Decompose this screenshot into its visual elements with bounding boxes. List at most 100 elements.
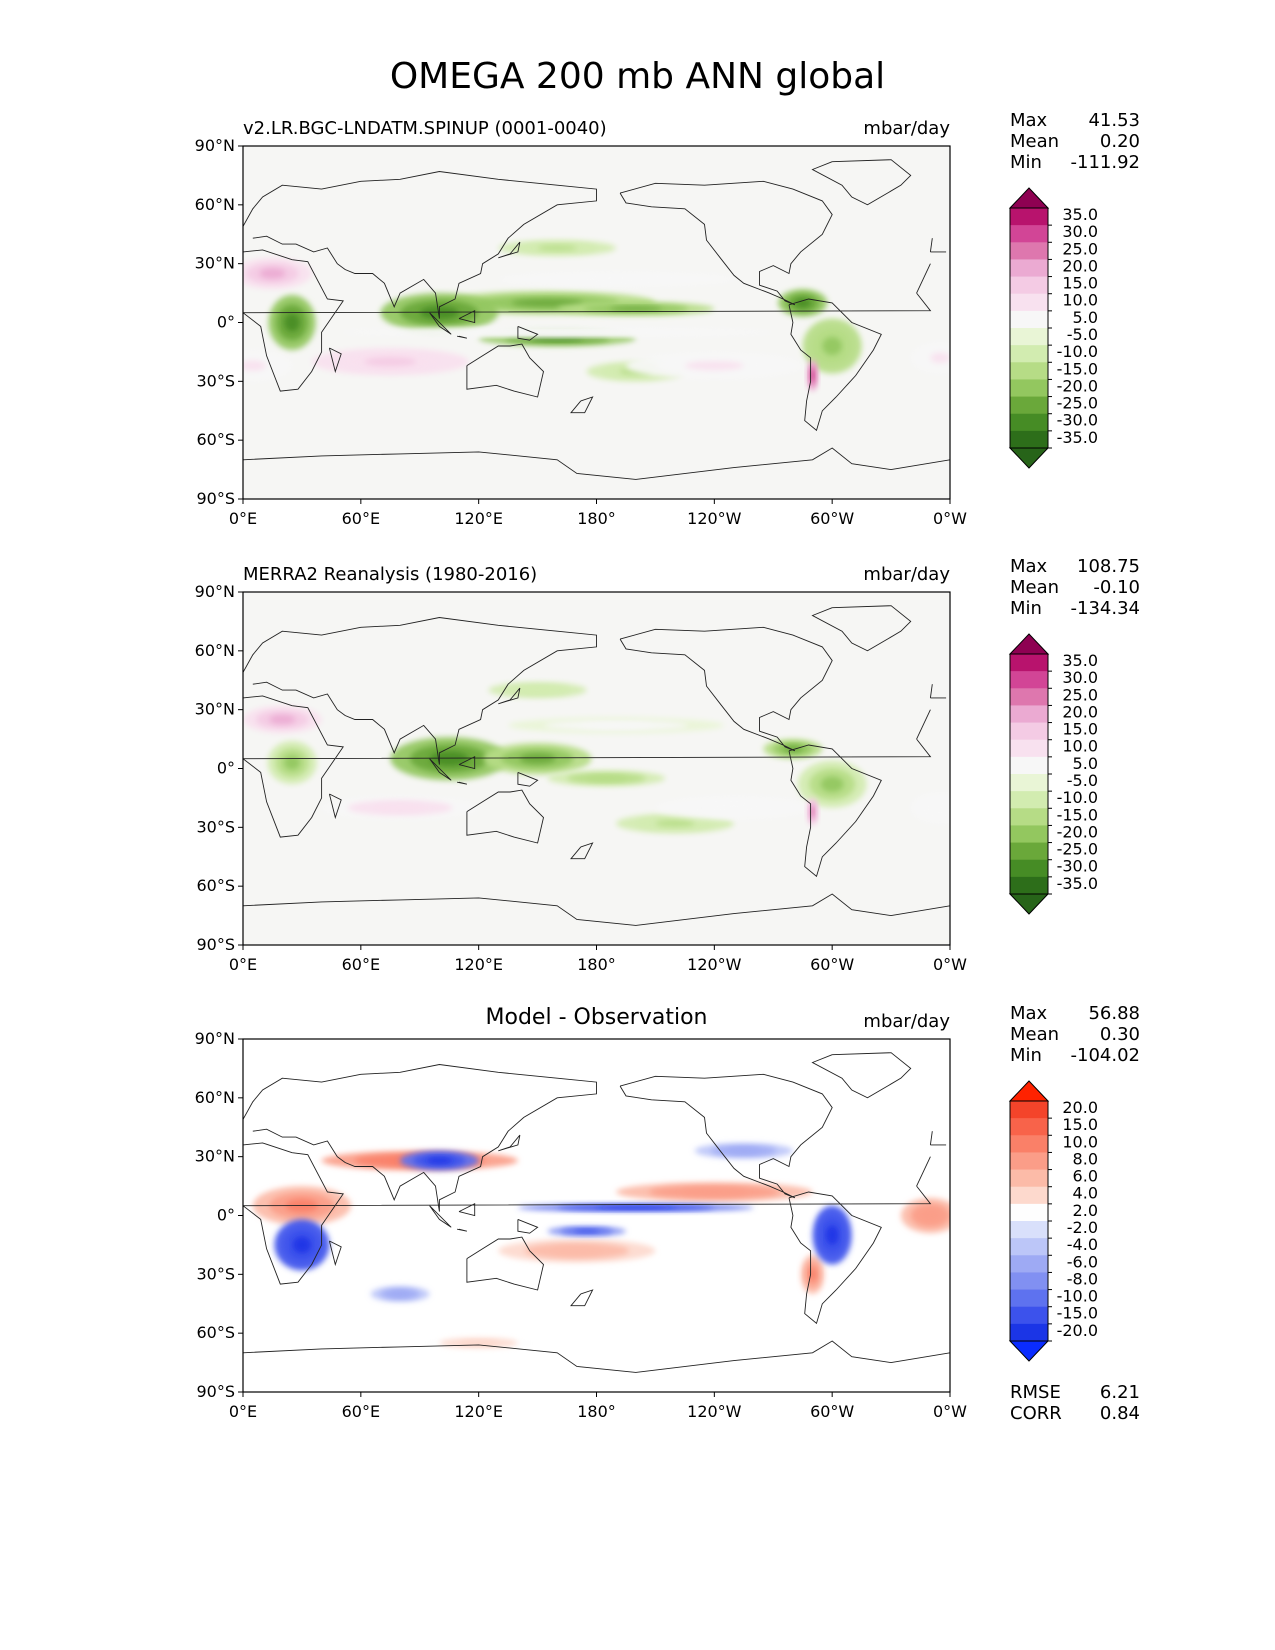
colorbar-bin — [1010, 722, 1048, 741]
field-blob — [269, 714, 296, 725]
panel-units-model: mbar/day — [863, 118, 950, 139]
field-blob — [822, 336, 842, 356]
colorbar-label: 20.0 — [1062, 1098, 1098, 1117]
coastline — [429, 312, 452, 335]
colorbar-bin — [1010, 208, 1048, 226]
field-blob — [284, 313, 300, 332]
stat-value: -0.10 — [1093, 577, 1140, 598]
coastline — [243, 249, 932, 392]
lat-tick-label: 30°N — [195, 700, 235, 719]
panel-title-diff: Model - Observation — [485, 1005, 708, 1030]
colorbar-bin — [1010, 1289, 1048, 1308]
stat-value: 0.84 — [1099, 1403, 1140, 1424]
colorbar-bin — [1010, 654, 1048, 672]
coastline — [498, 687, 521, 705]
colorbar-label: -15.0 — [1057, 805, 1098, 824]
stat-label: Max — [1010, 110, 1048, 131]
colorbar-label: -15.0 — [1057, 359, 1098, 378]
coastline — [328, 347, 342, 374]
colorbar-label: -5.0 — [1067, 771, 1098, 790]
lat-tick-label: 60°N — [195, 1088, 235, 1107]
coastline — [788, 744, 882, 878]
field-blob — [825, 1225, 839, 1245]
coastline — [243, 695, 932, 838]
colorbar-extend-min — [1008, 893, 1050, 915]
field-model — [243, 240, 950, 392]
field-blob — [426, 1157, 453, 1164]
stat-label: CORR — [1010, 1403, 1062, 1424]
stat-value: 6.21 — [1099, 1382, 1140, 1403]
colorbar-bin — [1010, 430, 1048, 449]
colorbar-label: 25.0 — [1062, 685, 1098, 704]
colorbar-label: -25.0 — [1057, 840, 1098, 859]
lon-tick-label: 0°W — [933, 955, 967, 974]
lat-tick-label: 30°N — [195, 254, 235, 273]
colorbar-label: -10.0 — [1057, 788, 1098, 807]
coastline — [570, 842, 594, 860]
coastline — [929, 238, 933, 252]
coastline — [243, 617, 597, 765]
coastlines — [243, 605, 950, 926]
coastline — [466, 1236, 544, 1291]
stat-value: -134.34 — [1070, 598, 1140, 619]
colorbar-label: -20.0 — [1057, 376, 1098, 395]
colorbar-label: 35.0 — [1062, 205, 1098, 224]
field-blob — [707, 803, 761, 812]
coastline — [811, 605, 912, 652]
coastline — [517, 771, 539, 787]
coastline — [243, 447, 950, 480]
lat-tick-label: 90°N — [195, 136, 235, 155]
lon-tick-label: 120°W — [687, 1402, 742, 1421]
field-blob — [810, 370, 815, 381]
stat-label: Min — [1010, 1045, 1042, 1066]
stat-label: RMSE — [1010, 1382, 1061, 1403]
coastline — [811, 1052, 912, 1099]
field-blob — [390, 1291, 410, 1297]
colorbar-label: -35.0 — [1057, 874, 1098, 893]
stat-value: -111.92 — [1070, 152, 1140, 173]
coastline — [788, 1191, 882, 1325]
colorbar-label: -30.0 — [1057, 857, 1098, 876]
lon-tick-label: 120°E — [454, 955, 503, 974]
colorbar-bin — [1010, 362, 1048, 380]
colorbar-label: -4.0 — [1067, 1235, 1098, 1254]
lon-tick-label: 180° — [577, 509, 616, 528]
colorbar-label: -20.0 — [1057, 1321, 1098, 1340]
colorbar-bin — [1010, 293, 1048, 312]
colorbar-bin — [1010, 1101, 1048, 1119]
coastlines — [243, 159, 950, 480]
colorbar-bin — [1010, 259, 1048, 278]
stat-label: Mean — [1010, 577, 1060, 598]
field-blob — [485, 330, 630, 334]
colorbar-bin — [1010, 791, 1048, 809]
lat-tick-label: 90°S — [196, 489, 235, 508]
colorbar-bin — [1010, 1118, 1048, 1136]
colorbar-extend-min — [1008, 447, 1050, 469]
colorbar-label: -10.0 — [1057, 1287, 1098, 1306]
colorbar-bin — [1010, 705, 1048, 724]
lon-tick-label: 60°E — [342, 955, 380, 974]
colorbar-obs: 35.030.025.020.015.010.05.0-5.0-10.0-15.… — [1008, 633, 1098, 915]
stat-label: Max — [1010, 556, 1048, 577]
colorbar-bin — [1010, 859, 1048, 878]
colorbar-label: 2.0 — [1073, 1201, 1098, 1220]
colorbar-label: 6.0 — [1073, 1167, 1098, 1186]
colorbar-label: -20.0 — [1057, 822, 1098, 841]
colorbar-bin — [1010, 756, 1048, 775]
coastline — [429, 758, 452, 781]
colorbar-label: -5.0 — [1067, 325, 1098, 344]
colorbar-label: 8.0 — [1073, 1149, 1098, 1168]
lon-tick-label: 180° — [577, 955, 616, 974]
colorbar-label: -25.0 — [1057, 394, 1098, 413]
colorbar-label: -2.0 — [1067, 1218, 1098, 1237]
field-blob — [794, 298, 811, 308]
field-blob — [930, 352, 950, 364]
coastline — [929, 684, 933, 698]
colorbar-bin — [1010, 328, 1048, 346]
colorbar-bin — [1010, 413, 1048, 432]
coastline — [517, 325, 539, 341]
lon-tick-label: 0°W — [933, 509, 967, 528]
colorbar-extend-max — [1008, 633, 1050, 655]
field-blob — [684, 361, 744, 371]
lat-tick-label: 0° — [217, 1206, 235, 1225]
